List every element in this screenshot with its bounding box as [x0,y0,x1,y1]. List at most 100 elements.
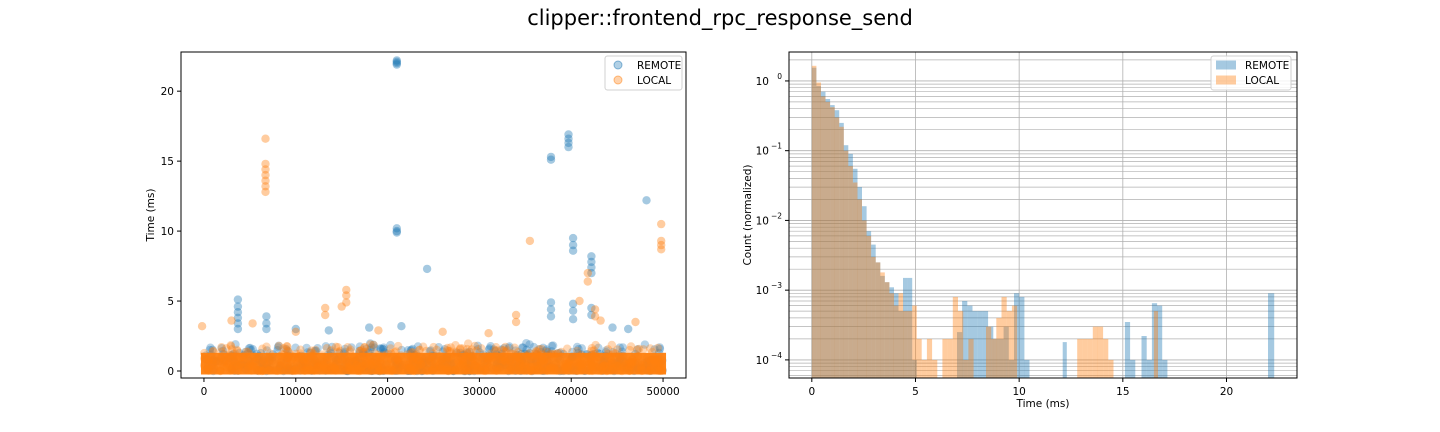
data-point [522,345,531,354]
x-axis-label: Time (ms) [1016,398,1070,410]
data-point [360,343,369,352]
series-local [811,65,1158,379]
data-point [535,345,544,354]
data-point [440,345,449,354]
data-point [248,319,257,328]
data-point [618,343,627,352]
data-point [491,346,500,355]
data-point [342,285,351,295]
histogram-bar [903,311,908,378]
data-point [331,342,341,351]
data-point [226,341,235,350]
data-point [273,346,282,355]
histogram-bar [816,85,821,379]
data-point [473,345,482,354]
data-point [505,343,514,353]
histogram-bar [875,262,881,378]
y-tick-label: 10 [756,285,769,297]
scatter-points [197,56,667,376]
histogram-bar [1108,359,1114,378]
data-point [217,344,226,353]
data-point [653,343,662,353]
data-point [262,342,271,351]
histogram-bar [884,282,890,378]
histogram-bar [880,275,885,378]
histogram-bar [963,359,969,378]
data-point [227,345,237,354]
data-point [632,345,642,354]
data-point [326,346,336,355]
data-point [589,346,599,355]
histogram-bar [830,105,835,378]
data-point [438,327,447,336]
data-point [397,345,406,355]
data-point [244,344,254,353]
data-point [625,345,634,355]
data-point [486,342,495,351]
histogram-bar [947,338,953,378]
data-point [333,343,343,352]
histogram-bar [921,359,927,378]
data-point [281,344,291,354]
y-tick-label: 0 [167,366,174,378]
histogram-bar [1153,311,1158,378]
data-point [217,343,226,352]
data-point [650,345,659,354]
data-point [502,346,512,355]
data-point [233,302,243,311]
plot-frame [180,51,687,379]
histogram-bar [1014,293,1020,378]
histogram-bar [1006,311,1012,378]
y-tick-exponent: 0 [777,72,782,81]
data-point [529,342,538,352]
data-point [657,245,666,254]
data-point [392,60,401,69]
data-point [510,343,519,352]
data-point [590,312,600,321]
data-point [587,257,596,267]
data-point [222,344,231,353]
data-point [233,324,243,334]
data-point [322,344,332,353]
data-point [602,346,611,355]
histogram-bar [816,82,821,378]
data-point [591,340,600,350]
data-point [548,341,558,350]
data-point [392,228,401,237]
y-tick-label: 10 [756,76,769,88]
histogram-bar [889,287,894,378]
data-point [406,346,415,355]
y-axis-label: Time (ms) [145,189,157,243]
data-point [426,346,435,355]
histogram-bar [825,99,831,378]
data-point [376,344,386,354]
data-point [394,341,403,351]
histogram-bar [866,235,872,378]
data-point [261,165,270,174]
data-point [657,240,666,250]
data-point [392,224,401,233]
data-point [587,303,596,313]
data-point [563,344,572,353]
x-tick-label: 20 [1220,386,1233,398]
data-point [472,346,481,355]
data-point [262,346,272,355]
y-tick-exponent: −1 [771,142,782,151]
data-point [370,343,379,352]
data-point [505,342,514,351]
histogram-bar [1092,326,1098,378]
data-point [546,312,556,321]
data-point [347,343,356,352]
data-point [233,308,243,317]
y-tick-label: 10 [756,355,769,367]
histogram-bar [957,332,963,378]
data-point [273,343,283,352]
histogram-bar [993,338,999,378]
data-point [262,324,271,334]
data-point [233,313,243,322]
data-point [407,345,416,355]
x-tick-label: 0 [808,386,815,398]
data-point [568,240,578,250]
data-point [564,142,573,152]
data-point [274,341,283,350]
